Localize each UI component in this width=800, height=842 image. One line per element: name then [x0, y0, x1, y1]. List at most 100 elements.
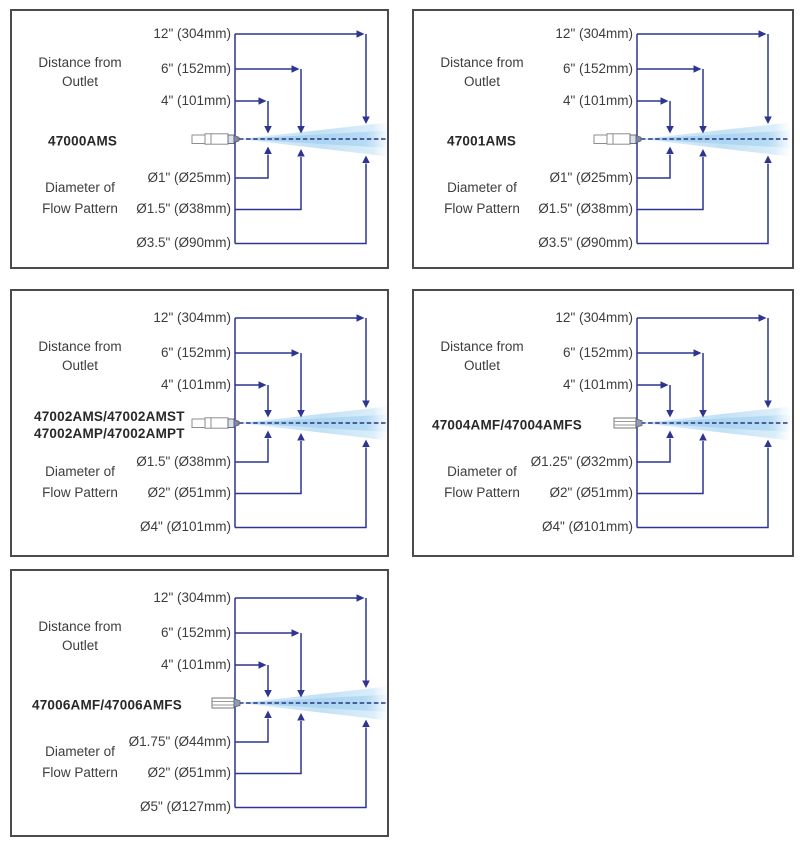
- arrow-down-icon: [297, 126, 305, 134]
- arrowheads: [660, 314, 772, 447]
- distance-label-12in: 12" (304mm): [555, 310, 633, 325]
- flow-diagram: Distance from Outlet 47006AMF/47006AMFS …: [12, 575, 387, 835]
- diameter-label-at-6in: Ø2" (Ø51mm): [147, 485, 231, 500]
- diameter-label-at-12in: Ø4" (Ø101mm): [541, 519, 633, 534]
- arrow-down-icon: [362, 400, 370, 408]
- arrow-down-icon: [297, 410, 305, 418]
- model-number-line: 47000AMS: [48, 133, 118, 149]
- heading-line: Outlet: [61, 358, 99, 373]
- arrow-down-icon: [264, 126, 272, 134]
- arrow-up-icon: [362, 155, 370, 163]
- flow-pattern-panel: Distance from Outlet 47000AMS Diameter o…: [10, 9, 389, 269]
- heading-line: Distance from: [440, 339, 524, 354]
- arrow-up-icon: [264, 710, 272, 718]
- heading-line: Outlet: [463, 358, 501, 373]
- nozzle-long-icon: [593, 133, 642, 145]
- arrow-up-icon: [362, 719, 370, 727]
- arrow-right-icon: [356, 594, 365, 602]
- arrow-right-icon: [356, 314, 365, 322]
- flow-diagram: Distance from Outlet 47004AMF/47004AMFS …: [414, 295, 792, 555]
- heading-line: Diameter of: [447, 180, 517, 195]
- heading-line: Outlet: [463, 74, 501, 89]
- distance-label-4in: 4" (101mm): [160, 93, 231, 108]
- nozzle-long-icon: [191, 133, 240, 145]
- flow-pattern-panel: Distance from Outlet 47004AMF/47004AMFS …: [412, 289, 794, 557]
- diameter-of-flow-pattern-label: Diameter of Flow Pattern: [14, 741, 146, 783]
- distance-label-6in: 6" (152mm): [562, 345, 633, 360]
- diameter-label-at-6in: Ø1.5" (Ø38mm): [136, 201, 231, 216]
- flow-pattern-panel: Distance from Outlet 47001AMS Diameter o…: [412, 9, 794, 269]
- diameter-label-at-4in: Ø1.25" (Ø32mm): [530, 454, 633, 469]
- arrow-down-icon: [666, 126, 674, 134]
- arrow-down-icon: [699, 126, 707, 134]
- flow-diagram: Distance from Outlet 47001AMS Diameter o…: [414, 11, 792, 267]
- diameter-label-at-4in: Ø1" (Ø25mm): [147, 170, 231, 185]
- heading-line: Diameter of: [447, 464, 517, 479]
- distance-label-6in: 6" (152mm): [160, 345, 231, 360]
- distance-label-6in: 6" (152mm): [160, 61, 231, 76]
- flow-diagram-graphic: [211, 594, 387, 809]
- arrow-right-icon: [758, 314, 767, 322]
- arrowheads: [258, 314, 370, 447]
- arrow-down-icon: [264, 690, 272, 698]
- arrow-up-icon: [699, 149, 707, 157]
- diameter-label-at-12in: Ø4" (Ø101mm): [139, 519, 231, 534]
- arrow-up-icon: [297, 433, 305, 441]
- distance-from-outlet-label: Distance from Outlet: [416, 53, 548, 91]
- arrow-up-icon: [699, 433, 707, 441]
- arrow-right-icon: [693, 349, 702, 357]
- model-number-line: 47002AMP/47002AMPT: [34, 426, 185, 441]
- dimension-lines: [636, 33, 769, 245]
- heading-line: Distance from: [38, 339, 122, 354]
- distance-from-outlet-label: Distance from Outlet: [14, 617, 146, 655]
- heading-line: Flow Pattern: [42, 201, 118, 216]
- arrow-down-icon: [297, 690, 305, 698]
- arrow-down-icon: [264, 410, 272, 418]
- heading-line: Outlet: [61, 74, 99, 89]
- distance-label-4in: 4" (101mm): [562, 377, 633, 392]
- arrow-down-icon: [362, 116, 370, 124]
- model-number-line: 47004AMF/47004AMFS: [432, 417, 582, 433]
- diameter-label-at-4in: Ø1.75" (Ø44mm): [128, 734, 231, 749]
- heading-line: Diameter of: [45, 180, 115, 195]
- diameter-of-flow-pattern-label: Diameter of Flow Pattern: [14, 461, 146, 503]
- model-number: 47000AMS: [48, 133, 117, 150]
- arrow-down-icon: [764, 400, 772, 408]
- distance-label-12in: 12" (304mm): [153, 590, 231, 605]
- distance-from-outlet-label: Distance from Outlet: [14, 337, 146, 375]
- distance-from-outlet-label: Distance from Outlet: [14, 53, 146, 91]
- model-number: 47002AMS/47002AMST 47002AMP/47002AMPT: [34, 408, 185, 442]
- arrow-up-icon: [764, 439, 772, 447]
- distance-from-outlet-label: Distance from Outlet: [416, 337, 548, 375]
- arrow-up-icon: [362, 439, 370, 447]
- arrow-right-icon: [258, 97, 267, 105]
- flow-diagram-graphic: [593, 30, 790, 245]
- nozzle-short-icon: [613, 417, 643, 429]
- heading-line: Outlet: [61, 638, 99, 653]
- heading-line: Flow Pattern: [444, 485, 520, 500]
- arrow-right-icon: [258, 381, 267, 389]
- model-number-line: 47002AMS/47002AMST: [34, 409, 185, 424]
- arrow-right-icon: [660, 381, 669, 389]
- heading-line: Distance from: [38, 619, 122, 634]
- model-number: 47001AMS: [447, 133, 516, 150]
- heading-line: Distance from: [38, 55, 122, 70]
- nozzle-long-icon: [191, 417, 240, 429]
- diameter-label-at-12in: Ø5" (Ø127mm): [139, 799, 231, 814]
- distance-label-12in: 12" (304mm): [153, 26, 231, 41]
- diameter-of-flow-pattern-label: Diameter of Flow Pattern: [416, 461, 548, 503]
- heading-line: Flow Pattern: [42, 765, 118, 780]
- distance-label-4in: 4" (101mm): [562, 93, 633, 108]
- model-number-line: 47006AMF/47006AMFS: [32, 697, 182, 713]
- flow-diagram-graphic: [191, 30, 387, 245]
- flow-diagram: Distance from Outlet 47002AMS/47002AMST 4…: [12, 295, 387, 555]
- heading-line: Diameter of: [45, 744, 115, 759]
- distance-label-4in: 4" (101mm): [160, 657, 231, 672]
- arrow-down-icon: [699, 410, 707, 418]
- arrow-up-icon: [297, 149, 305, 157]
- arrow-down-icon: [666, 410, 674, 418]
- arrow-right-icon: [291, 65, 300, 73]
- arrow-up-icon: [666, 430, 674, 438]
- nozzle-short-icon: [211, 697, 241, 709]
- flow-diagram-graphic: [191, 314, 387, 529]
